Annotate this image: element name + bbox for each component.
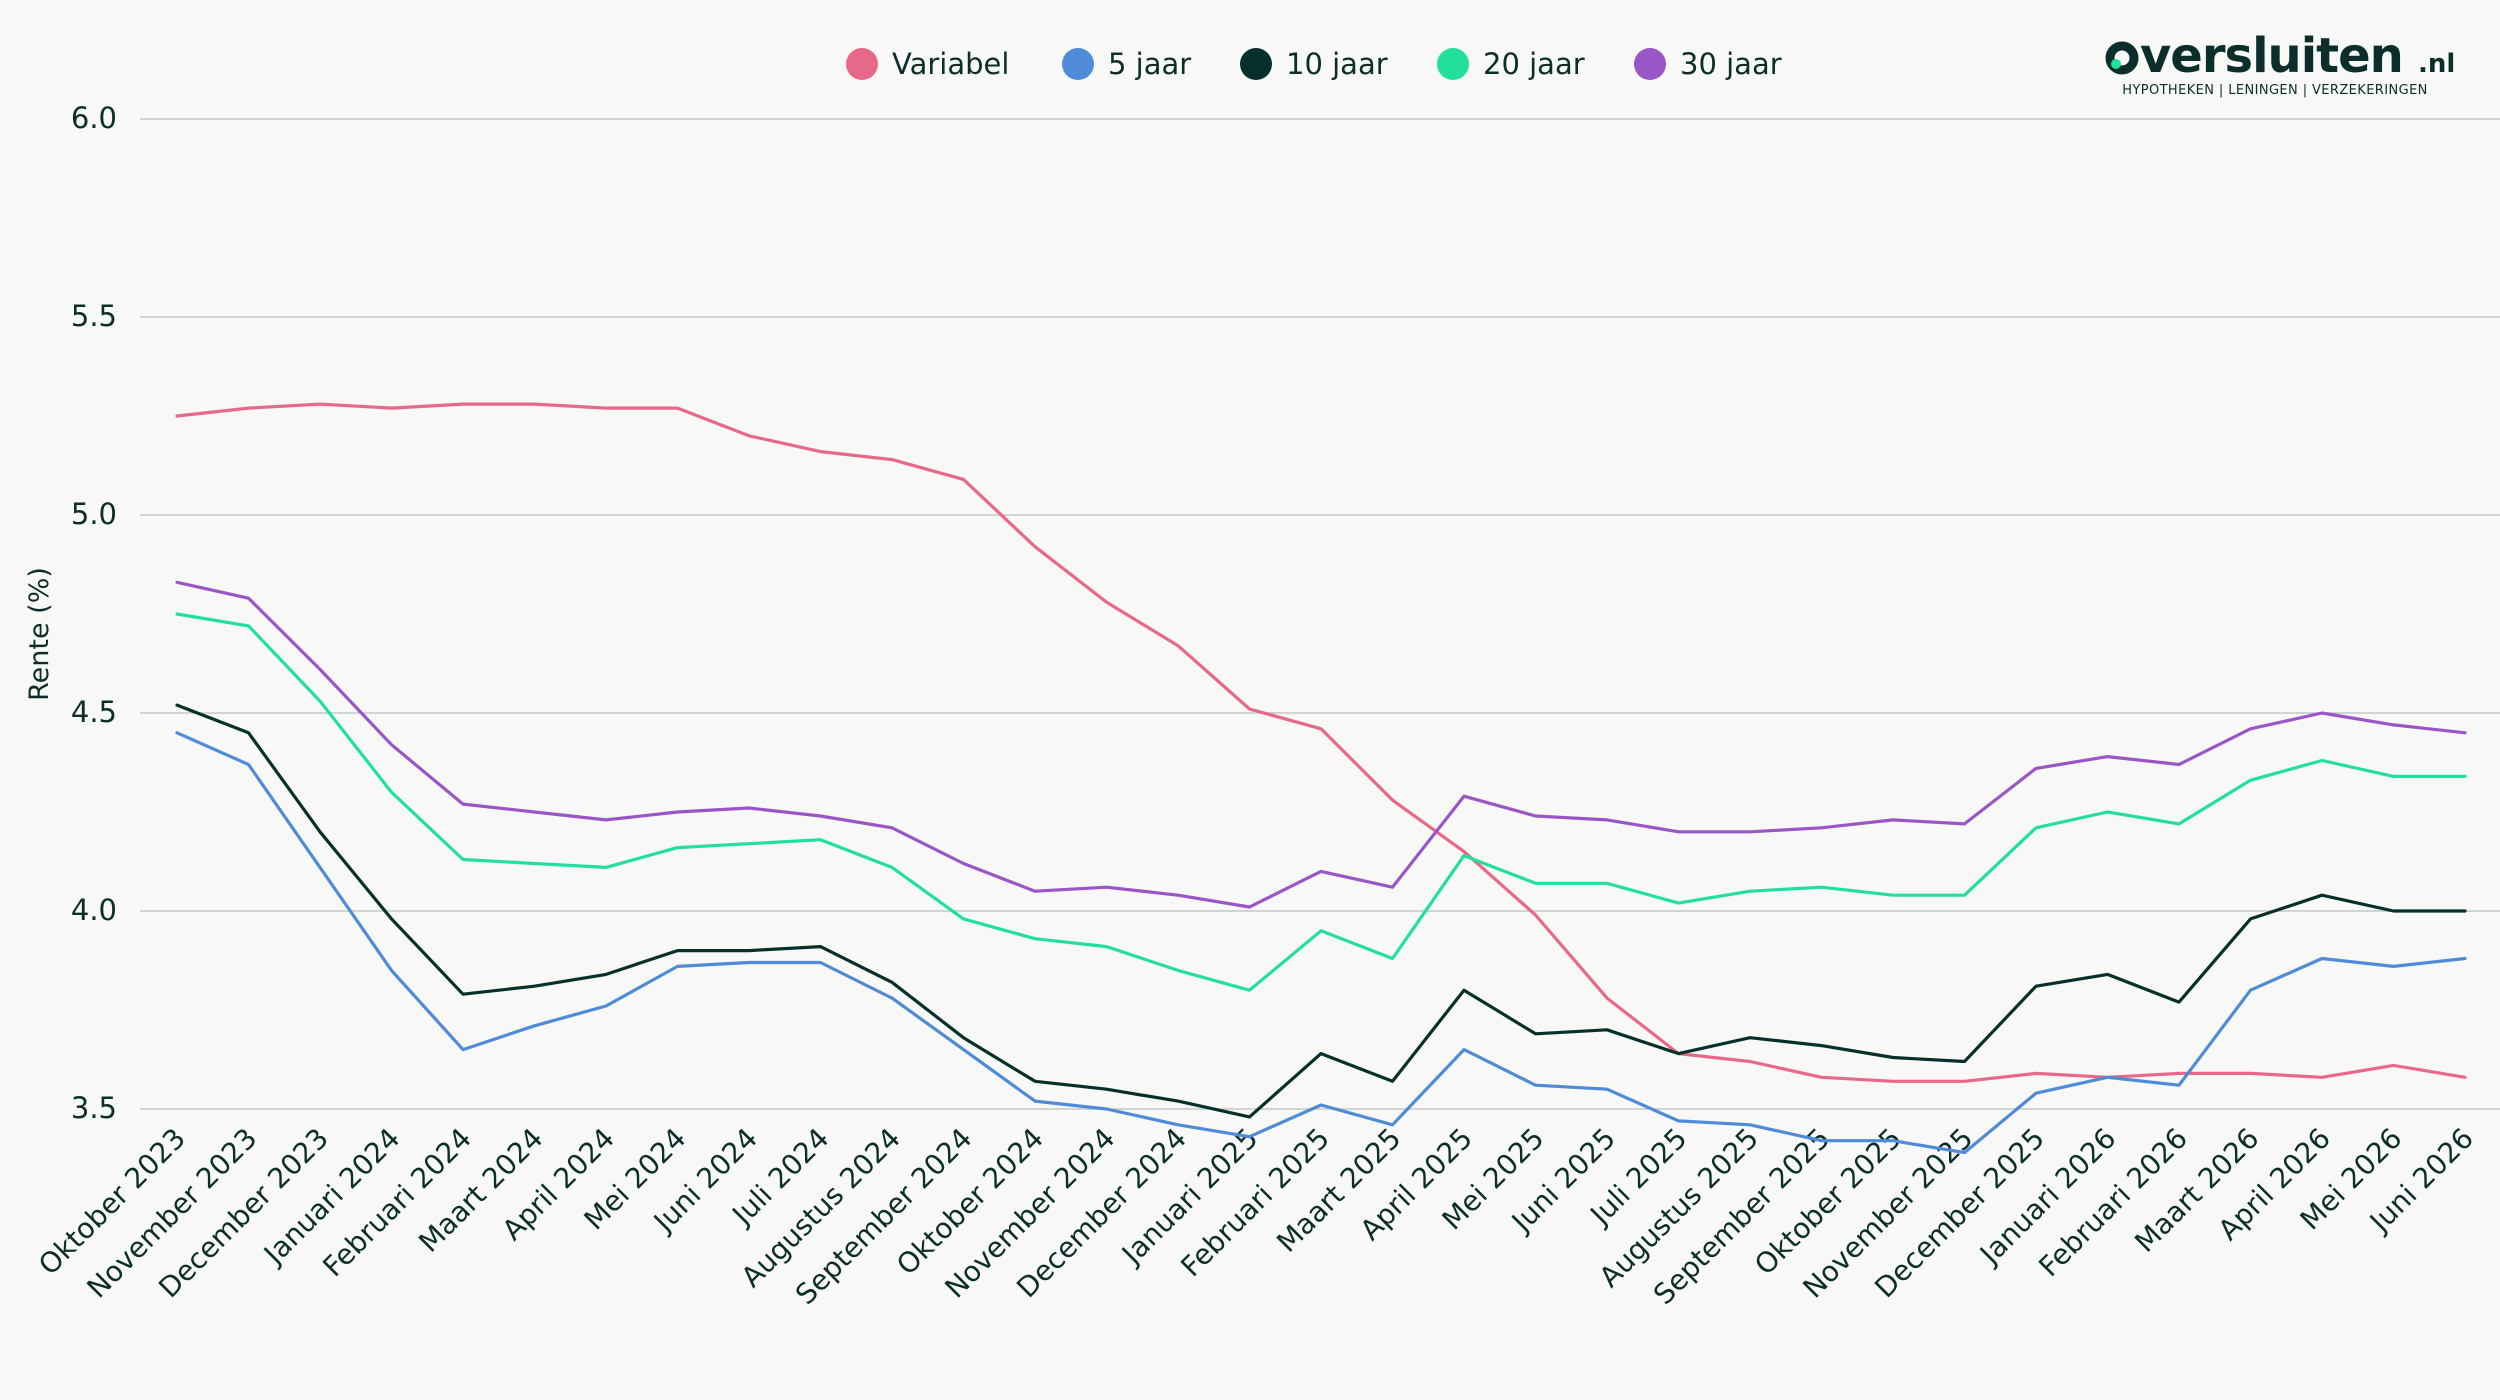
y-tick-label: 5.0 [71, 497, 117, 531]
legend-marker [1240, 48, 1272, 80]
logo-brand-suffix: .nl [2418, 49, 2455, 79]
legend-marker [1062, 48, 1094, 80]
legend: Variabel 5 jaar 10 jaar 20 jaar 30 jaar [846, 47, 1782, 81]
legend-label: 5 jaar [1108, 47, 1191, 81]
legend-label: 30 jaar [1680, 47, 1782, 81]
legend-marker [1437, 48, 1469, 80]
legend-label: 10 jaar [1286, 47, 1388, 81]
legend-marker [846, 48, 878, 80]
series-line-2 [175, 731, 2467, 1155]
logo-o-icon [2105, 41, 2139, 75]
y-tick-label: 3.5 [71, 1091, 117, 1125]
y-axis-label: Rente (%) [24, 567, 55, 701]
y-tick-label: 4.5 [71, 695, 117, 729]
legend-marker [1634, 48, 1666, 80]
series-line-4 [175, 612, 2467, 992]
logo-brand-main: versluiten [2140, 28, 2403, 84]
series-line-3 [175, 703, 2467, 1119]
y-tick-label: 5.5 [71, 299, 117, 333]
y-tick-label: 6.0 [71, 101, 117, 135]
logo-accent-dot [2111, 59, 2121, 69]
series-line-1 [175, 402, 2467, 1083]
brand-logo: versluiten .nl HYPOTHEKEN | LENINGEN | V… [2105, 28, 2455, 98]
legend-label: Variabel [892, 47, 1009, 81]
legend-label: 20 jaar [1483, 47, 1585, 81]
gridlines [140, 118, 2500, 1110]
logo-tagline: HYPOTHEKEN | LENINGEN | VERZEKERINGEN [2122, 83, 2428, 98]
series-lines [175, 402, 2467, 1155]
series-line-5 [175, 580, 2467, 909]
y-axis-ticks: 3.5 4.0 4.5 5.0 5.5 6.0 [71, 101, 117, 1125]
y-tick-label: 4.0 [71, 893, 117, 927]
